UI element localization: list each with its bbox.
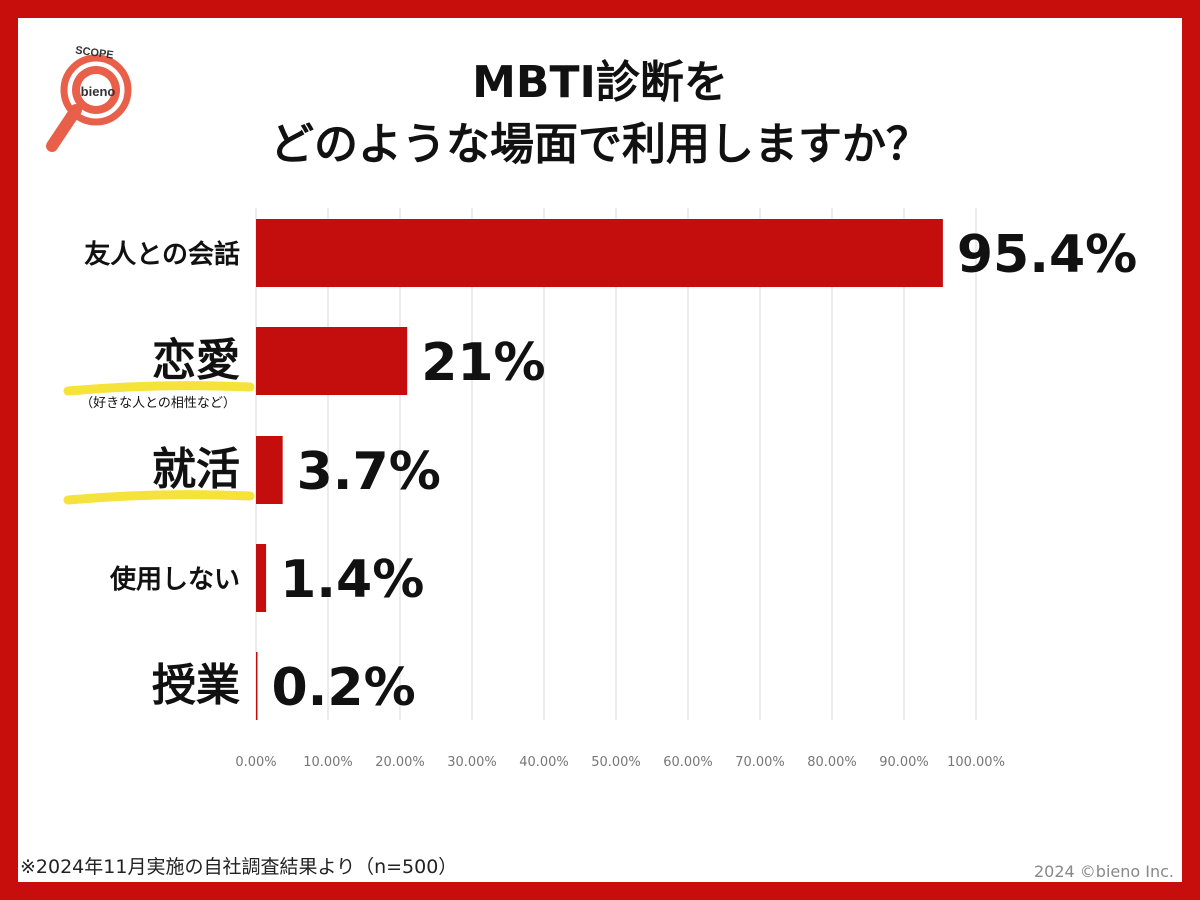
copyright-credit: 2024 ©bieno Inc.: [1033, 862, 1174, 881]
x-tick-label: 100.00%: [947, 755, 1005, 770]
logo-bieno-text: bieno: [81, 84, 116, 99]
chart-title: MBTI診断を どのような場面で利用しますか？: [18, 52, 1182, 176]
bar: [256, 327, 408, 395]
data-label: 95.4%: [957, 225, 1137, 285]
x-tick-label: 20.00%: [375, 755, 425, 770]
gridlines: [255, 208, 977, 720]
bar: [256, 652, 258, 720]
x-tick-label: 80.00%: [807, 755, 857, 770]
bar: [256, 219, 943, 287]
data-label: 3.7%: [297, 442, 441, 502]
category-sublabel: （好きな人との相性など）: [80, 396, 236, 411]
x-axis-ticks: 0.00% 10.00% 20.00% 30.00% 40.00% 50.00% 60.00…: [235, 755, 1005, 770]
survey-footnote: ※2024年11月実施の自社調査結果より（n=500）: [20, 856, 458, 878]
x-tick-label: 50.00%: [591, 755, 641, 770]
title-line-1: MBTI診断を: [472, 57, 728, 108]
bar: [256, 436, 283, 504]
title-line-2: どのような場面で利用しますか？: [270, 119, 930, 170]
x-tick-label: 30.00%: [447, 755, 497, 770]
bars: [256, 219, 943, 720]
data-label: 21%: [421, 333, 545, 393]
x-tick-label: 70.00%: [735, 755, 785, 770]
category-label: 使用しない: [109, 565, 240, 595]
category-label: 友人との会話: [84, 239, 240, 270]
category-label: 恋愛: [152, 335, 240, 386]
bieno-scope-logo: SCOPE bieno: [46, 44, 132, 152]
x-tick-label: 0.00%: [235, 755, 276, 770]
logo-scope-text: SCOPE: [75, 44, 115, 61]
data-label: 0.2%: [272, 658, 416, 718]
label-highlight: [63, 490, 255, 505]
data-label: 1.4%: [280, 550, 424, 610]
bar: [256, 544, 267, 612]
value-labels: 95.4% 21% 3.7% 1.4% 0.2%: [272, 225, 1138, 718]
x-tick-label: 40.00%: [519, 755, 569, 770]
x-tick-label: 90.00%: [879, 755, 929, 770]
category-label: 就活: [152, 444, 240, 495]
chart-frame: SCOPE bieno MBTI診断を どのような場面で利用しますか？ 友人との…: [18, 18, 1182, 882]
category-label: 授業: [152, 660, 240, 711]
label-highlight: [63, 381, 255, 396]
x-tick-label: 60.00%: [663, 755, 713, 770]
x-tick-label: 10.00%: [303, 755, 353, 770]
